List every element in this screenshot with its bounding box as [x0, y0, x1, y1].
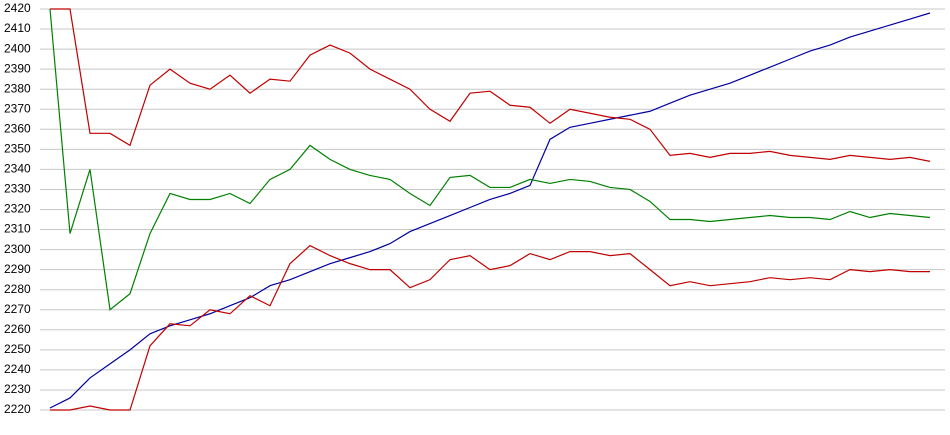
- y-tick-label: 2220: [4, 402, 31, 416]
- line: [50, 8, 931, 162]
- y-tick-label: 2280: [4, 282, 31, 296]
- y-tick-label: 2350: [4, 142, 31, 156]
- y-tick-label: 2310: [4, 222, 31, 236]
- y-tick-label: 2290: [4, 262, 31, 276]
- y-tick-label: 2390: [4, 61, 31, 75]
- y-tick-label: 2410: [4, 21, 31, 35]
- y-tick-label: 2340: [4, 162, 31, 176]
- y-tick-label: 2270: [4, 302, 31, 316]
- y-tick-label: 2230: [4, 382, 31, 396]
- line: [50, 244, 930, 411]
- y-tick-label: 2370: [4, 101, 31, 115]
- y-tick-label: 2300: [4, 242, 31, 256]
- y-tick-label: 2250: [4, 342, 31, 356]
- y-tick-label: 2260: [4, 322, 31, 336]
- line: [49, 12, 931, 409]
- y-tick-label: 2400: [4, 41, 31, 55]
- y-tick-label: 2380: [4, 81, 31, 95]
- line: [49, 8, 931, 311]
- y-tick-label: 2360: [4, 121, 31, 135]
- y-tick-label: 2240: [4, 362, 31, 376]
- y-tick-label: 2320: [4, 202, 31, 216]
- y-tick-label: 2420: [4, 1, 31, 15]
- y-tick-label: 2330: [4, 182, 31, 196]
